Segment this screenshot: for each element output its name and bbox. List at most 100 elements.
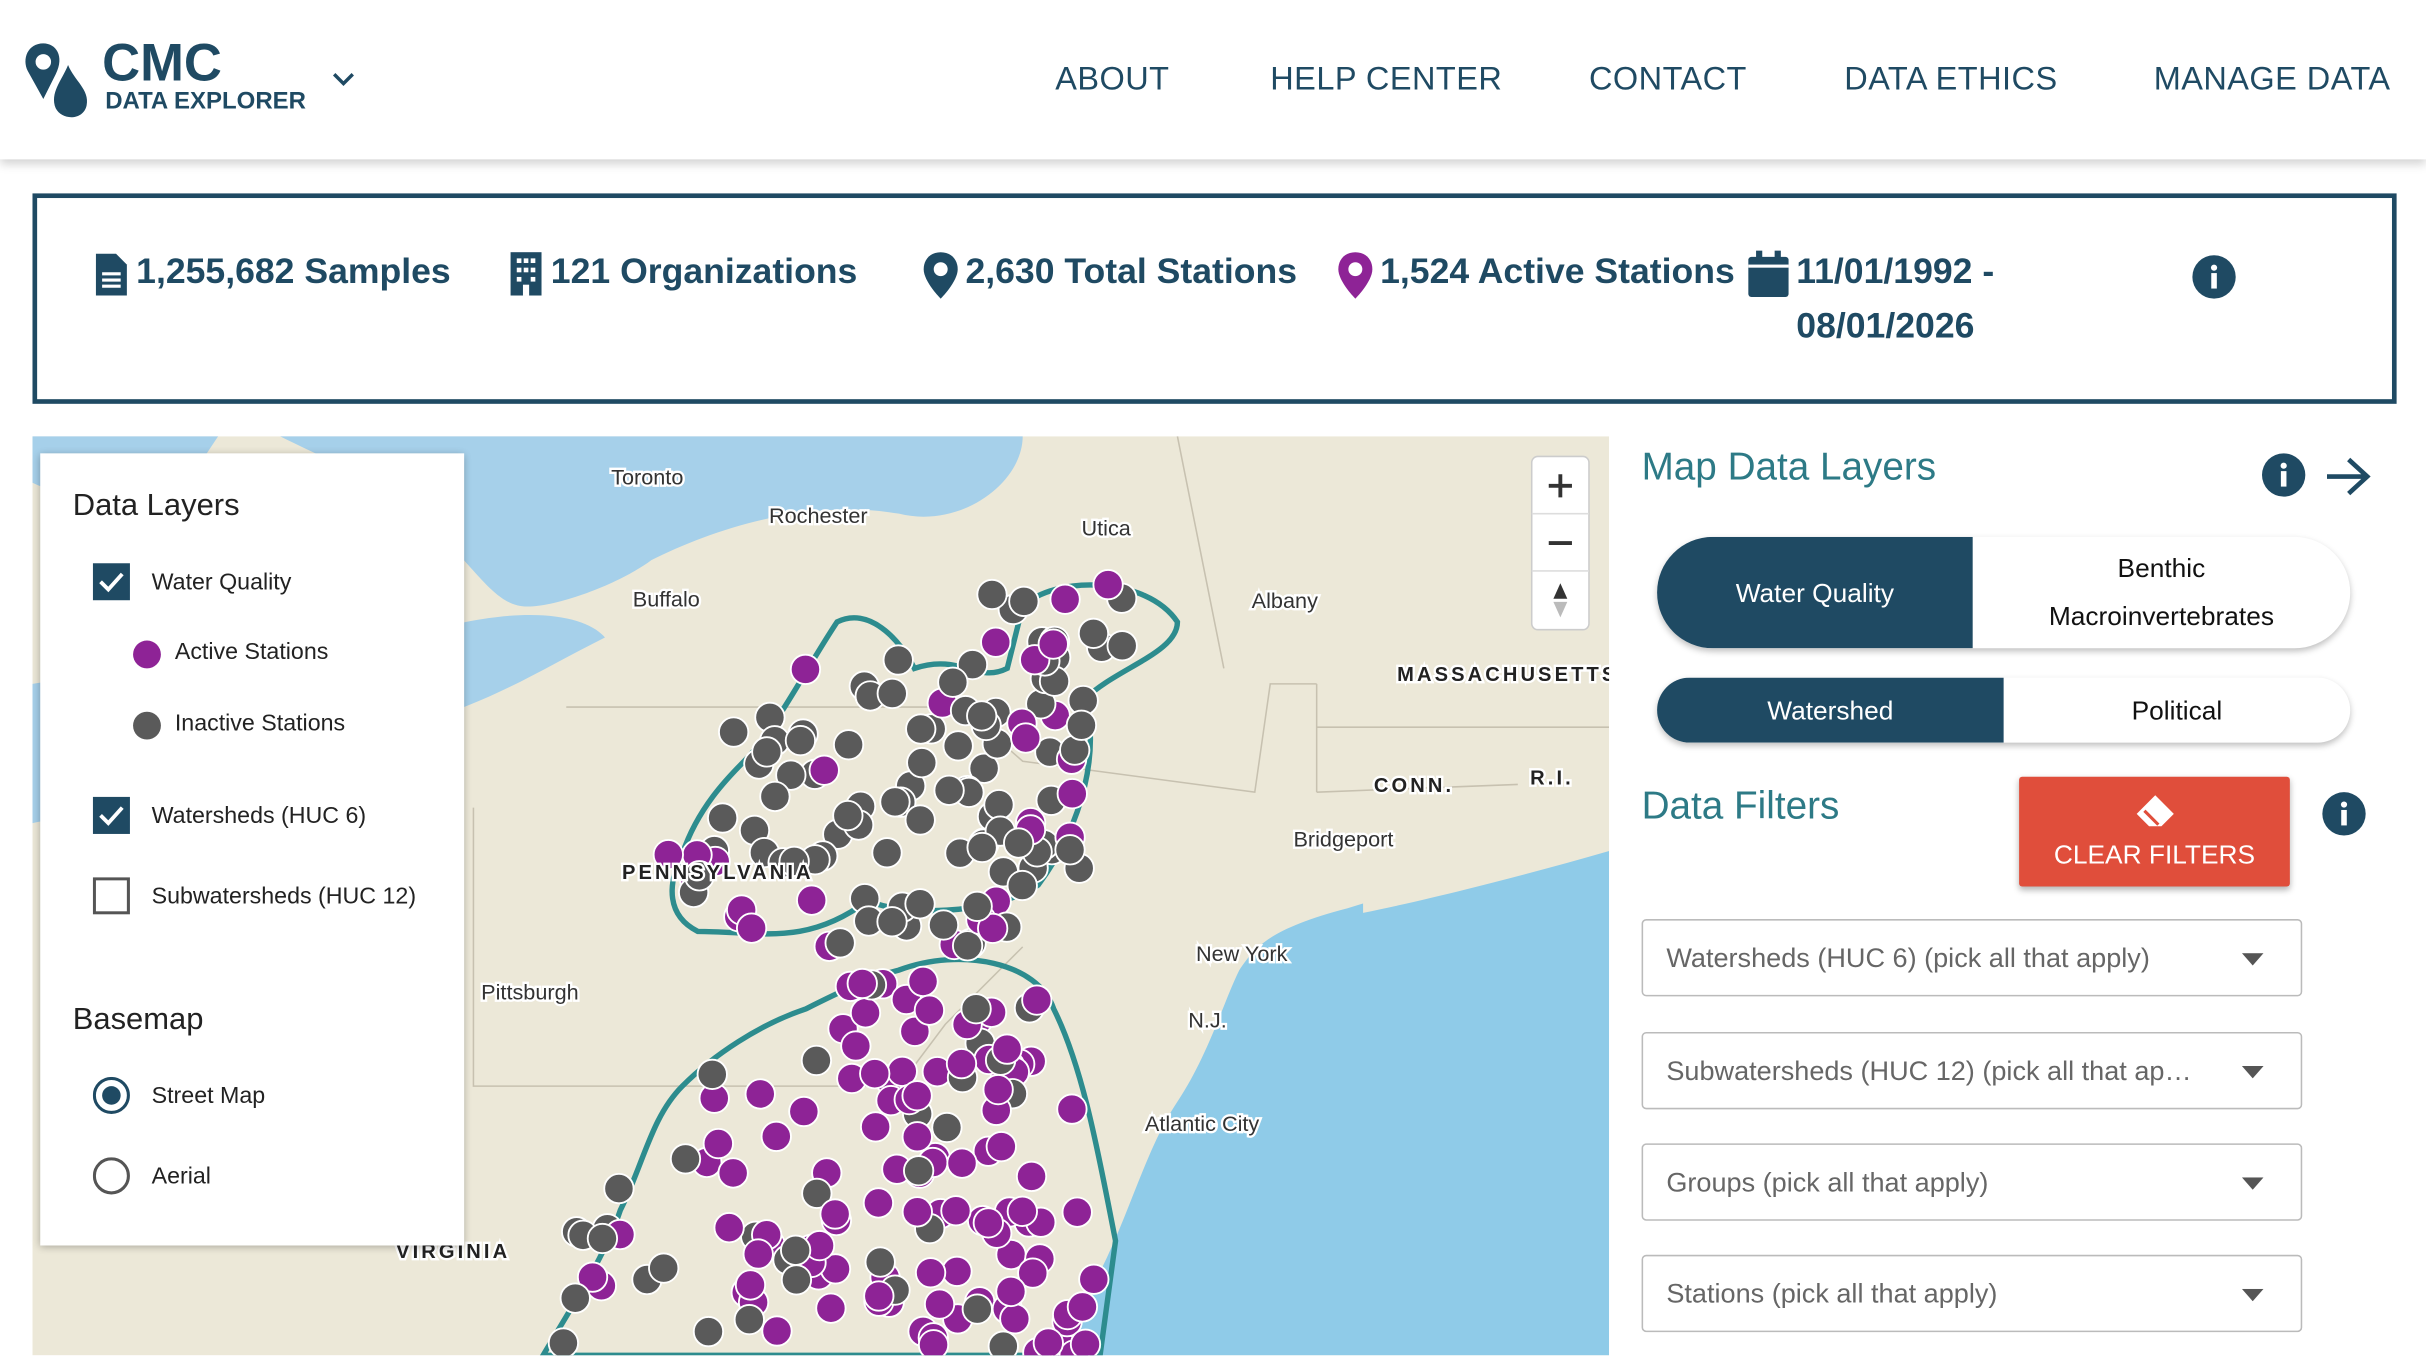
toggle-option[interactable]: Benthic Macroinvertebrates xyxy=(2048,553,2274,632)
clear-filters-button[interactable]: CLEAR FILTERS xyxy=(2019,776,2290,887)
active-station xyxy=(941,1255,973,1287)
active-station xyxy=(1015,1160,1048,1193)
filter-dropdown[interactable]: Watersheds (HUC 6) (pick all that apply) xyxy=(1641,919,2303,997)
inactive-station xyxy=(1065,709,1098,741)
checkbox-checked[interactable] xyxy=(92,796,130,834)
info-button[interactable] xyxy=(2260,452,2306,498)
active-station xyxy=(808,754,840,786)
logo-menu-chevron[interactable] xyxy=(331,71,356,90)
inactive-station xyxy=(882,644,914,676)
active-station xyxy=(761,1315,793,1347)
inactive-station xyxy=(864,1246,896,1278)
filter-dropdown[interactable]: Subwatersheds (HUC 12) (pick all that ap… xyxy=(1641,1031,2303,1110)
toggle-option[interactable]: Water Quality xyxy=(1657,536,1973,649)
active-station xyxy=(1017,1257,1049,1289)
active-station xyxy=(796,884,828,916)
active-station xyxy=(1056,1093,1088,1125)
stat: 2,630 Total Stations xyxy=(922,251,1297,301)
long-island xyxy=(1363,830,1610,913)
active-station xyxy=(819,1198,851,1230)
nav-link[interactable]: MANAGE DATA xyxy=(2153,61,2391,98)
active-station xyxy=(1061,1196,1093,1228)
legend-label: Inactive Stations xyxy=(174,710,346,737)
toggle-option[interactable]: Watershed xyxy=(1657,677,2004,743)
active-station xyxy=(940,1195,972,1227)
info-button[interactable] xyxy=(2321,791,2367,837)
panel-title: Data Layers xyxy=(72,488,240,523)
nav-link[interactable]: HELP CENTER xyxy=(1270,61,1503,98)
active-station xyxy=(735,912,768,944)
inactive-station xyxy=(961,890,993,922)
building-icon xyxy=(510,252,542,296)
compass[interactable] xyxy=(1553,583,1568,599)
calendar-icon xyxy=(1748,250,1789,298)
map-label: Toronto xyxy=(611,464,683,489)
map-label: CONN. xyxy=(1374,775,1454,797)
active-station xyxy=(652,838,684,871)
inactive-station xyxy=(1006,869,1038,902)
inactive-station xyxy=(603,1172,635,1205)
inactive-station xyxy=(1008,585,1040,617)
active-station xyxy=(901,1121,933,1153)
inactive-station xyxy=(960,993,992,1025)
filter-dropdown[interactable]: Stations (pick all that apply) xyxy=(1641,1254,2303,1333)
active-station xyxy=(972,1207,1004,1239)
nav-link[interactable]: DATA ETHICS xyxy=(1844,61,2058,98)
map-labels: Toronto Rochester Utica Buffalo Albany MASSAC… xyxy=(394,462,1609,1265)
filter-dropdown[interactable]: Groups (pick all that apply) xyxy=(1641,1143,2303,1221)
pin-icon xyxy=(923,252,958,299)
active-station xyxy=(734,1269,767,1301)
active-legend-dot xyxy=(133,640,161,669)
inactive-station xyxy=(784,724,817,757)
active-station xyxy=(1078,1263,1110,1295)
toggle-option[interactable]: Political xyxy=(2131,695,2223,725)
collapse-arrow[interactable] xyxy=(2324,455,2374,498)
header: CMC DATA EXPLORER ABOUT HELP CENTER CONT… xyxy=(0,0,2426,160)
document-icon xyxy=(95,253,127,296)
checkbox-checked[interactable] xyxy=(92,563,130,601)
active-station xyxy=(980,626,1012,658)
stat: 1,255,682 Samples xyxy=(93,251,451,297)
active-station xyxy=(576,1261,609,1293)
inactive-station xyxy=(961,1293,993,1325)
inactive-station xyxy=(832,799,864,832)
inactive-station xyxy=(903,1155,935,1187)
active-station xyxy=(846,967,878,1000)
dropdown-placeholder: Subwatersheds (HUC 12) (pick all that ap… xyxy=(1666,1055,2192,1087)
data-layers-panel: Data Layers Water Quality Active Station… xyxy=(40,453,465,1246)
radio-selected[interactable] xyxy=(92,1076,130,1114)
active-station xyxy=(1069,1328,1102,1356)
inactive-station xyxy=(780,1264,813,1296)
stat: 1,524 Active Stations xyxy=(1337,251,1735,301)
inactive-station xyxy=(775,759,807,791)
inactive-station xyxy=(904,804,936,836)
map-label: R.I. xyxy=(1530,767,1574,789)
info-button[interactable] xyxy=(2191,254,2237,300)
map-label: MASSACHUSETTS xyxy=(1397,664,1609,686)
map-label: Bridgeport xyxy=(1293,826,1393,851)
radio-unselected[interactable] xyxy=(92,1157,130,1195)
active-station xyxy=(985,1130,1017,1163)
logo-title: CMC xyxy=(102,34,222,93)
active-station xyxy=(742,1238,774,1270)
inactive-station xyxy=(696,1058,728,1090)
active-station xyxy=(702,1127,734,1160)
active-station xyxy=(923,1288,956,1320)
checkbox-unchecked[interactable] xyxy=(92,877,130,915)
inactive-station xyxy=(559,1282,591,1314)
inactive-station xyxy=(683,860,715,892)
active-station xyxy=(913,994,946,1026)
inactive-station xyxy=(966,700,998,732)
inactive-station xyxy=(718,716,750,748)
inactive-station xyxy=(937,666,969,698)
zoom-in[interactable] xyxy=(1548,474,1572,498)
nav-link[interactable]: ABOUT xyxy=(1055,61,1170,98)
map-label: Utica xyxy=(1081,515,1131,540)
stat: 11/01/1992 - 08/01/2026 xyxy=(1747,244,2056,352)
nav-link[interactable]: CONTACT xyxy=(1588,61,1747,98)
dropdown-placeholder: Groups (pick all that apply) xyxy=(1666,1166,1989,1198)
inactive-station xyxy=(1077,617,1110,649)
logo-subtitle: DATA EXPLORER xyxy=(105,88,306,115)
active-station xyxy=(1049,583,1081,615)
active-station xyxy=(901,1196,933,1228)
